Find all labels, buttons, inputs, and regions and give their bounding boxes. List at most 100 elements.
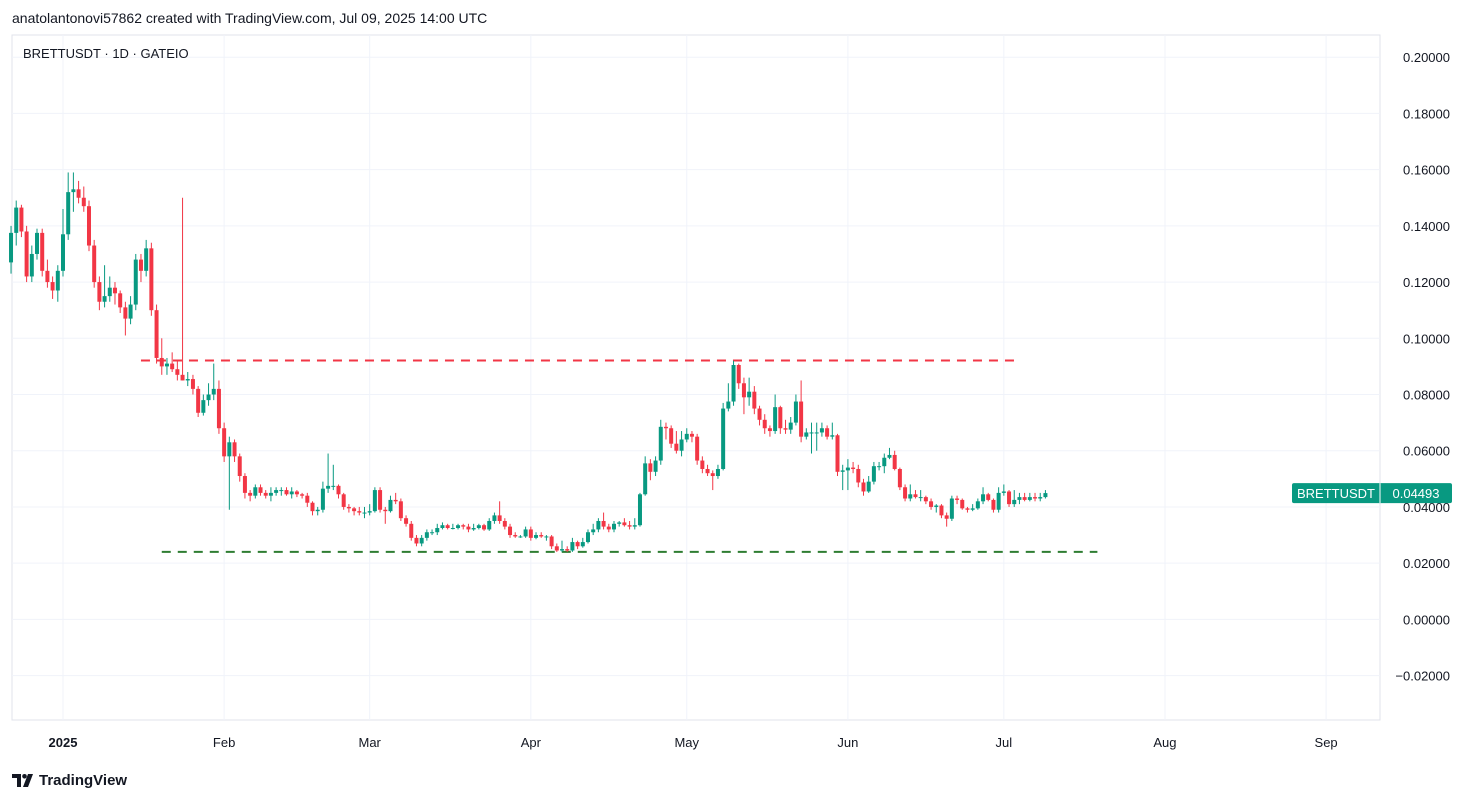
candle[interactable] bbox=[840, 464, 845, 491]
candle[interactable] bbox=[793, 394, 798, 426]
candle[interactable] bbox=[222, 422, 227, 462]
candle[interactable] bbox=[123, 301, 128, 336]
candle[interactable] bbox=[149, 242, 154, 316]
candle[interactable] bbox=[762, 414, 767, 434]
candle[interactable] bbox=[92, 239, 97, 288]
candle[interactable] bbox=[430, 529, 435, 536]
candle[interactable] bbox=[492, 512, 497, 524]
candle[interactable] bbox=[684, 428, 689, 443]
candle[interactable] bbox=[435, 523, 440, 536]
candle[interactable] bbox=[367, 504, 372, 516]
candle[interactable] bbox=[996, 487, 1001, 513]
candle[interactable] bbox=[237, 453, 242, 482]
candle[interactable] bbox=[450, 523, 455, 530]
candle[interactable] bbox=[965, 506, 970, 513]
candle[interactable] bbox=[508, 523, 513, 538]
candle[interactable] bbox=[242, 473, 247, 499]
candle[interactable] bbox=[502, 518, 507, 530]
candle[interactable] bbox=[721, 402, 726, 471]
candle[interactable] bbox=[216, 380, 221, 434]
candle[interactable] bbox=[757, 405, 762, 426]
candle[interactable] bbox=[1007, 490, 1012, 507]
candle[interactable] bbox=[1027, 492, 1032, 502]
candle[interactable] bbox=[544, 535, 549, 541]
candle[interactable] bbox=[565, 546, 570, 552]
candle[interactable] bbox=[180, 197, 185, 381]
candle[interactable] bbox=[133, 253, 138, 311]
tradingview-logo[interactable]: TradingView bbox=[12, 772, 127, 789]
candle[interactable] bbox=[580, 537, 585, 548]
candle[interactable] bbox=[851, 461, 856, 474]
candle[interactable] bbox=[227, 436, 232, 510]
candle[interactable] bbox=[29, 245, 34, 283]
candle[interactable] bbox=[138, 253, 143, 283]
candle[interactable] bbox=[975, 498, 980, 510]
candle[interactable] bbox=[71, 172, 76, 212]
candle[interactable] bbox=[560, 540, 565, 552]
candle[interactable] bbox=[752, 386, 757, 415]
candle[interactable] bbox=[674, 431, 679, 454]
candle[interactable] bbox=[897, 467, 902, 491]
candle[interactable] bbox=[294, 490, 299, 498]
time-axis[interactable]: 2025 Feb Mar Apr May Jun Jul Aug Sep bbox=[49, 735, 1338, 750]
candle[interactable] bbox=[274, 487, 279, 496]
candle[interactable] bbox=[528, 526, 533, 541]
candle[interactable] bbox=[440, 522, 445, 530]
candle[interactable] bbox=[383, 506, 388, 524]
candle[interactable] bbox=[809, 422, 814, 454]
candle[interactable] bbox=[128, 296, 133, 325]
candle[interactable] bbox=[861, 478, 866, 496]
candle[interactable] bbox=[892, 450, 897, 471]
candle[interactable] bbox=[1022, 492, 1027, 502]
candle[interactable] bbox=[617, 520, 622, 527]
candle[interactable] bbox=[456, 523, 461, 530]
candle[interactable] bbox=[196, 386, 201, 417]
candle[interactable] bbox=[476, 523, 481, 530]
candle[interactable] bbox=[211, 363, 216, 401]
candle[interactable] bbox=[471, 523, 476, 531]
candle[interactable] bbox=[923, 495, 928, 505]
candle[interactable] bbox=[14, 200, 19, 246]
candle[interactable] bbox=[40, 228, 45, 277]
price-axis[interactable]: 0.20000 0.18000 0.16000 0.14000 0.12000 0.100… bbox=[1395, 50, 1450, 683]
candle[interactable] bbox=[518, 535, 523, 538]
candle[interactable] bbox=[404, 515, 409, 527]
candle[interactable] bbox=[653, 456, 658, 477]
candle[interactable] bbox=[783, 419, 788, 434]
candle[interactable] bbox=[461, 523, 466, 530]
candle[interactable] bbox=[866, 476, 871, 493]
candle[interactable] bbox=[715, 464, 720, 479]
candle[interactable] bbox=[856, 464, 861, 488]
candle[interactable] bbox=[539, 532, 544, 538]
candlestick-chart[interactable]: 0.20000 0.18000 0.16000 0.14000 0.12000 0.100… bbox=[0, 34, 1480, 764]
candle[interactable] bbox=[1033, 492, 1038, 502]
candle[interactable] bbox=[378, 487, 383, 513]
candle[interactable] bbox=[258, 484, 263, 496]
candle[interactable] bbox=[24, 225, 29, 283]
candle[interactable] bbox=[45, 259, 50, 288]
candle[interactable] bbox=[627, 520, 632, 530]
candle[interactable] bbox=[445, 523, 450, 530]
candle[interactable] bbox=[767, 425, 772, 437]
candle[interactable] bbox=[913, 490, 918, 499]
candle[interactable] bbox=[689, 431, 694, 443]
candle[interactable] bbox=[466, 523, 471, 533]
candle[interactable] bbox=[190, 374, 195, 395]
candle[interactable] bbox=[35, 228, 40, 260]
candle[interactable] bbox=[76, 180, 81, 204]
candle[interactable] bbox=[991, 498, 996, 513]
candle[interactable] bbox=[248, 490, 253, 502]
candle[interactable] bbox=[814, 422, 819, 451]
candle[interactable] bbox=[871, 461, 876, 485]
candle[interactable] bbox=[903, 484, 908, 502]
candle[interactable] bbox=[154, 304, 159, 364]
candle[interactable] bbox=[606, 523, 611, 533]
candle[interactable] bbox=[981, 487, 986, 505]
candle[interactable] bbox=[819, 422, 824, 437]
candle[interactable] bbox=[523, 526, 528, 538]
candle[interactable] bbox=[934, 504, 939, 513]
candle[interactable] bbox=[970, 504, 975, 512]
candle[interactable] bbox=[663, 422, 668, 440]
candle[interactable] bbox=[424, 529, 429, 541]
candle[interactable] bbox=[887, 447, 892, 460]
